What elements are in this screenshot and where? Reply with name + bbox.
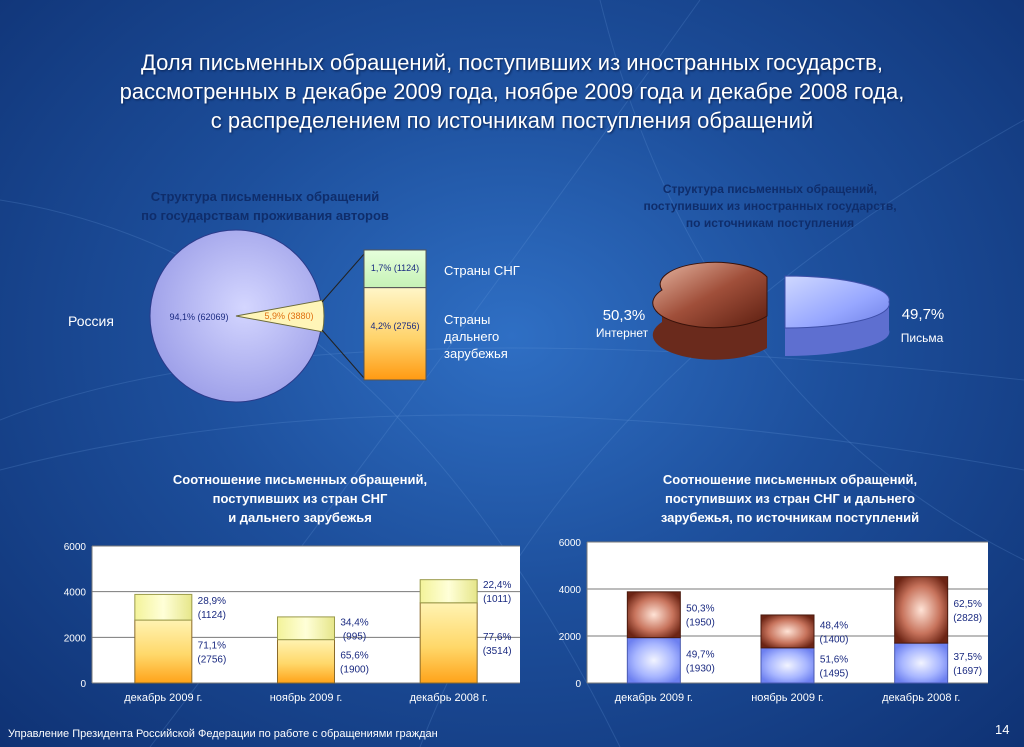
bar-label-value: (995)	[343, 631, 366, 642]
pie1-connector-top	[321, 253, 365, 303]
bar-label-value: (2756)	[197, 655, 226, 666]
y-tick-label: 2000	[559, 632, 582, 643]
breakdown-bar-far-abroad	[363, 287, 427, 381]
x-tick-label: декабрь 2008 г.	[882, 692, 960, 704]
page-number: 14	[995, 722, 1010, 737]
bar-segment	[894, 576, 949, 644]
x-tick-label: декабрь 2009 г.	[124, 692, 202, 704]
bar-segment	[419, 579, 478, 604]
bar-segment	[894, 642, 949, 684]
chart2-title: Структура письменных обращений, поступив…	[580, 181, 960, 232]
bar-label-value: (1495)	[820, 668, 849, 679]
bar-label-value: (1400)	[820, 634, 849, 645]
y-tick-label: 0	[80, 679, 86, 690]
page-title: Доля письменных обращений, поступивших и…	[20, 48, 1004, 135]
chart1-pie: 94,1% (62069) 5,9% (3880) 1,7% (1124) 4,…	[68, 229, 520, 403]
chart2-title-line-3: по источникам поступления	[685, 216, 855, 230]
chart4-title: Соотношение письменных обращений, поступ…	[600, 470, 980, 527]
bar-label-pct: 49,7%	[686, 649, 714, 660]
y-tick-label: 4000	[64, 588, 87, 599]
bar-segment	[134, 593, 193, 621]
title-line-1: Доля письменных обращений, поступивших и…	[141, 50, 883, 75]
bar-label-pct: 50,3%	[686, 604, 714, 615]
bar-segment	[277, 616, 335, 641]
bar-label-value: (1697)	[953, 666, 982, 677]
bar-label-value: (1124)	[198, 610, 226, 621]
bar-label-value: (1930)	[686, 663, 715, 674]
bar-segment	[760, 647, 815, 684]
title-line-2: рассмотренных в декабре 2009 года, ноябр…	[119, 79, 905, 104]
breakdown-label-cis: 1,7% (1124)	[371, 263, 419, 273]
bar-label-value: (1011)	[483, 594, 511, 605]
bar-label-value: (1950)	[686, 618, 715, 629]
pie1-label-russia: 94,1% (62069)	[169, 312, 228, 322]
pie2-label-internet-pct: 50,3%	[603, 307, 646, 324]
pie2-slice-internet	[652, 261, 768, 329]
bar-segment	[626, 637, 681, 684]
pie2-label-internet-name: Интернет	[596, 326, 649, 340]
chart3-title-line-1: Соотношение письменных обращений,	[172, 472, 428, 487]
y-tick-label: 4000	[559, 585, 582, 596]
bar-label-pct: 34,4%	[340, 617, 368, 628]
bar-label-pct: 51,6%	[820, 654, 848, 665]
chart4-title-line-3: зарубежья, по источникам поступлений	[660, 510, 920, 525]
bar-label-pct: 37,5%	[953, 652, 981, 663]
pie2-side-internet	[652, 290, 767, 360]
y-tick-label: 6000	[559, 538, 582, 549]
bar-segment	[760, 614, 815, 649]
title-line-3: с распределением по источникам поступлен…	[210, 108, 814, 133]
bar-label-pct: 48,4%	[820, 620, 848, 631]
bar-segment	[277, 639, 335, 684]
bar-label-pct: 65,6%	[340, 650, 368, 661]
chart4-title-line-1: Соотношение письменных обращений,	[662, 472, 918, 487]
bar-label-pct: 22,4%	[483, 580, 511, 591]
bar-label-pct: 28,9%	[198, 596, 226, 607]
bar-label-pct: 77,6%	[483, 632, 511, 643]
breakdown-name-cis: Страны СНГ	[444, 263, 520, 278]
pie1-slice-foreign	[235, 299, 325, 333]
x-tick-label: декабрь 2009 г.	[615, 692, 693, 704]
chart4-title-line-2: поступивших из стран СНГ и дальнего	[665, 491, 915, 506]
pie1-name-russia: Россия	[68, 313, 114, 329]
chart1-title-line-1: Структура письменных обращений	[150, 189, 380, 204]
chart2-pie3d: 50,3% Интернет 49,7% Письма	[596, 261, 945, 360]
chart3-title-line-2: поступивших из стран СНГ	[212, 491, 388, 506]
footer-text: Управление Президента Российской Федерац…	[8, 728, 438, 740]
pie1-label-foreign: 5,9% (3880)	[264, 311, 313, 321]
chart3-title: Соотношение письменных обращений, поступ…	[130, 470, 470, 527]
bar-label-value: (2828)	[953, 613, 982, 624]
breakdown-bar-cis	[363, 249, 427, 289]
bar-label-pct: 62,5%	[953, 599, 981, 610]
y-tick-label: 2000	[64, 633, 87, 644]
breakdown-name-far-abroad-2: дальнего	[444, 329, 499, 344]
pie2-label-letters-pct: 49,7%	[902, 306, 945, 323]
x-tick-label: ноябрь 2009 г.	[751, 692, 824, 704]
pie2-label-letters-name: Письма	[901, 331, 944, 345]
bar-segment	[419, 602, 478, 684]
bar-label-value: (1900)	[340, 664, 369, 675]
y-tick-label: 0	[575, 679, 581, 690]
chart4-bar: 0 2000 4000 6000 49,7% (1930) 50,3% (1950) декаб…	[559, 538, 988, 704]
chart1-title-line-2: по государствам проживания авторов	[141, 208, 389, 223]
pie2-side-letters	[785, 302, 890, 357]
bar-segment	[134, 619, 193, 684]
chart2-title-line-2: поступивших из иностранных государств,	[643, 199, 897, 213]
bar-segment	[626, 591, 681, 639]
chart3-bar: 0 2000 4000 6000 71,1% (2756) 28,9% (1124) декаб…	[64, 542, 520, 704]
breakdown-label-far-abroad: 4,2% (2756)	[370, 321, 419, 331]
chart1-title: Структура письменных обращений по госуда…	[110, 187, 420, 225]
pie2-slice-letters	[784, 275, 890, 329]
x-tick-label: декабрь 2008 г.	[410, 692, 488, 704]
x-tick-label: ноябрь 2009 г.	[270, 692, 343, 704]
pie1-connector-bottom	[321, 329, 365, 379]
chart2-title-line-1: Структура письменных обращений,	[662, 182, 878, 196]
chart3-title-line-3: и дальнего зарубежья	[228, 510, 372, 525]
y-tick-label: 6000	[64, 542, 87, 553]
breakdown-name-far-abroad-1: Страны	[444, 312, 490, 327]
bar-label-value: (3514)	[483, 646, 512, 657]
bar-label-pct: 71,1%	[198, 641, 226, 652]
breakdown-name-far-abroad-3: зарубежья	[444, 346, 508, 361]
